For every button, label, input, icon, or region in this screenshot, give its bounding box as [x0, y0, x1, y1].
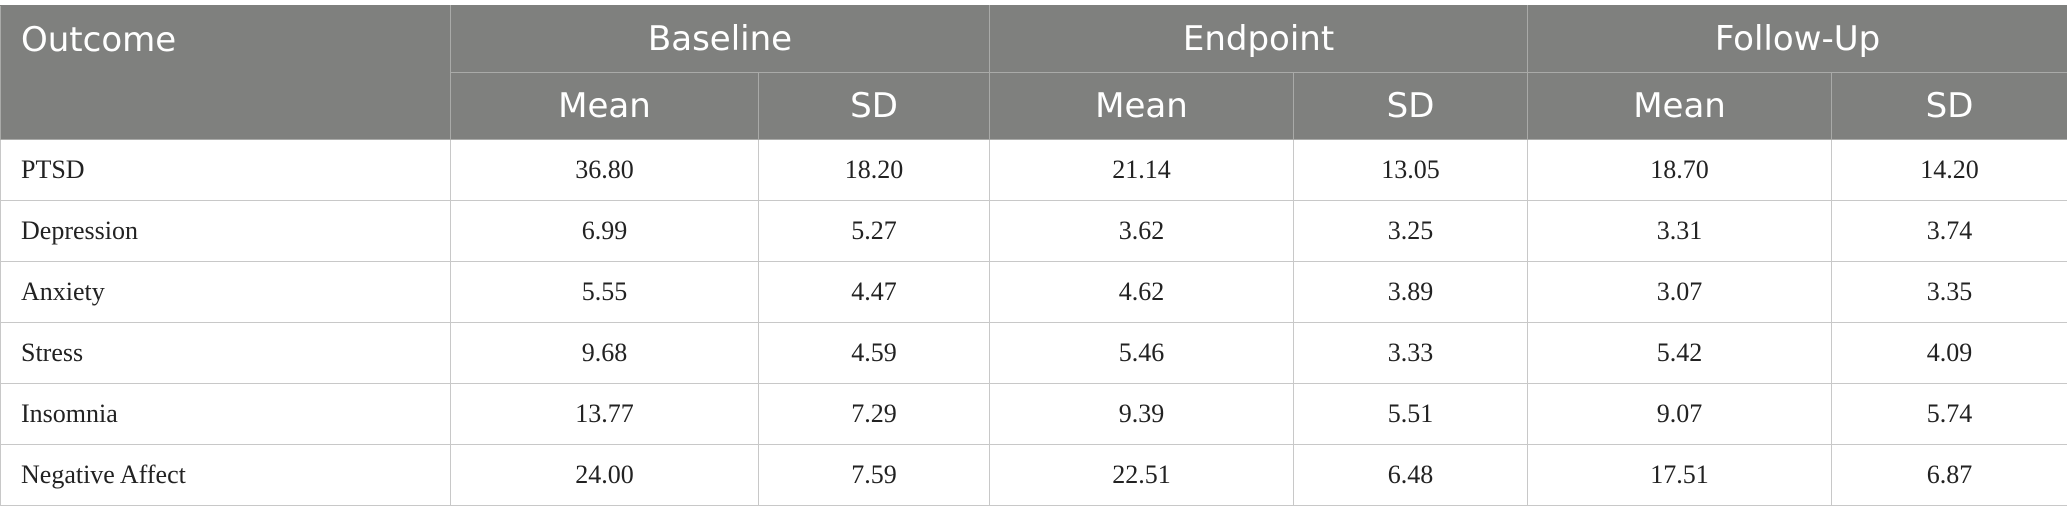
follow-up-sd-header: SD — [1831, 72, 2067, 140]
follow-up-sd-cell: 3.35 — [1831, 261, 2067, 323]
follow-up-mean-header: Mean — [1527, 72, 1833, 140]
outcome-label: Anxiety — [0, 261, 451, 323]
endpoint-mean-cell: 4.62 — [989, 261, 1294, 323]
follow-up-sd-cell: 3.74 — [1831, 200, 2067, 262]
outcome-label: Negative Affect — [0, 444, 451, 506]
baseline-mean-cell: 24.00 — [450, 444, 759, 506]
endpoint-group-header: Endpoint — [988, 5, 1529, 73]
table-row: Depression 6.99 5.27 3.62 3.25 3.31 3.74 — [0, 200, 2067, 262]
outcomes-table: Outcome Baseline Endpoint Follow-Up Mean… — [0, 5, 2067, 506]
table-row: Anxiety 5.55 4.47 4.62 3.89 3.07 3.35 — [0, 261, 2067, 323]
follow-up-mean-cell: 5.42 — [1527, 322, 1833, 384]
outcome-column-header: Outcome — [0, 5, 451, 140]
follow-up-mean-cell: 18.70 — [1527, 139, 1833, 201]
table-row: Negative Affect 24.00 7.59 22.51 6.48 17… — [0, 444, 2067, 506]
baseline-sd-cell: 7.59 — [758, 444, 990, 506]
baseline-sd-cell: 5.27 — [758, 200, 990, 262]
header-row-stats: Mean SD Mean SD Mean SD — [1, 72, 2067, 140]
follow-up-sd-cell: 14.20 — [1831, 139, 2067, 201]
endpoint-sd-cell: 6.48 — [1292, 444, 1529, 506]
baseline-sd-cell: 18.20 — [758, 139, 990, 201]
outcome-label: Depression — [0, 200, 451, 262]
baseline-sd-cell: 4.47 — [758, 261, 990, 323]
baseline-sd-cell: 7.29 — [758, 383, 990, 445]
baseline-mean-cell: 13.77 — [450, 383, 759, 445]
table-row: PTSD 36.80 18.20 21.14 13.05 18.70 14.20 — [0, 139, 2067, 201]
baseline-mean-cell: 5.55 — [450, 261, 759, 323]
follow-up-sd-cell: 5.74 — [1831, 383, 2067, 445]
endpoint-sd-cell: 3.25 — [1292, 200, 1529, 262]
baseline-mean-cell: 6.99 — [450, 200, 759, 262]
baseline-group-header: Baseline — [450, 5, 990, 73]
table-header: Outcome Baseline Endpoint Follow-Up Mean… — [0, 5, 2067, 140]
follow-up-sd-cell: 6.87 — [1831, 444, 2067, 506]
baseline-sd-header: SD — [758, 72, 990, 140]
endpoint-sd-header: SD — [1292, 72, 1529, 140]
outcome-label: PTSD — [0, 139, 451, 201]
table-row: Stress 9.68 4.59 5.46 3.33 5.42 4.09 — [0, 322, 2067, 384]
baseline-mean-cell: 9.68 — [450, 322, 759, 384]
follow-up-mean-cell: 9.07 — [1527, 383, 1833, 445]
endpoint-sd-cell: 5.51 — [1292, 383, 1529, 445]
follow-up-mean-cell: 17.51 — [1527, 444, 1833, 506]
endpoint-mean-cell: 3.62 — [989, 200, 1294, 262]
header-row-groups: Outcome Baseline Endpoint Follow-Up — [0, 5, 2067, 140]
table-body: PTSD 36.80 18.20 21.14 13.05 18.70 14.20… — [0, 139, 2067, 506]
follow-up-sd-cell: 4.09 — [1831, 322, 2067, 384]
table-row: Insomnia 13.77 7.29 9.39 5.51 9.07 5.74 — [0, 383, 2067, 445]
endpoint-mean-cell: 9.39 — [989, 383, 1294, 445]
endpoint-mean-header: Mean — [989, 72, 1294, 140]
endpoint-sd-cell: 3.89 — [1292, 261, 1529, 323]
follow-up-group-header: Follow-Up — [1527, 5, 2067, 73]
baseline-sd-cell: 4.59 — [758, 322, 990, 384]
follow-up-mean-cell: 3.31 — [1527, 200, 1833, 262]
outcome-label: Stress — [0, 322, 451, 384]
endpoint-mean-cell: 21.14 — [989, 139, 1294, 201]
endpoint-sd-cell: 13.05 — [1292, 139, 1529, 201]
endpoint-mean-cell: 5.46 — [989, 322, 1294, 384]
baseline-mean-cell: 36.80 — [450, 139, 759, 201]
endpoint-sd-cell: 3.33 — [1292, 322, 1529, 384]
endpoint-mean-cell: 22.51 — [989, 444, 1294, 506]
baseline-mean-header: Mean — [450, 72, 759, 140]
outcome-label: Insomnia — [0, 383, 451, 445]
follow-up-mean-cell: 3.07 — [1527, 261, 1833, 323]
